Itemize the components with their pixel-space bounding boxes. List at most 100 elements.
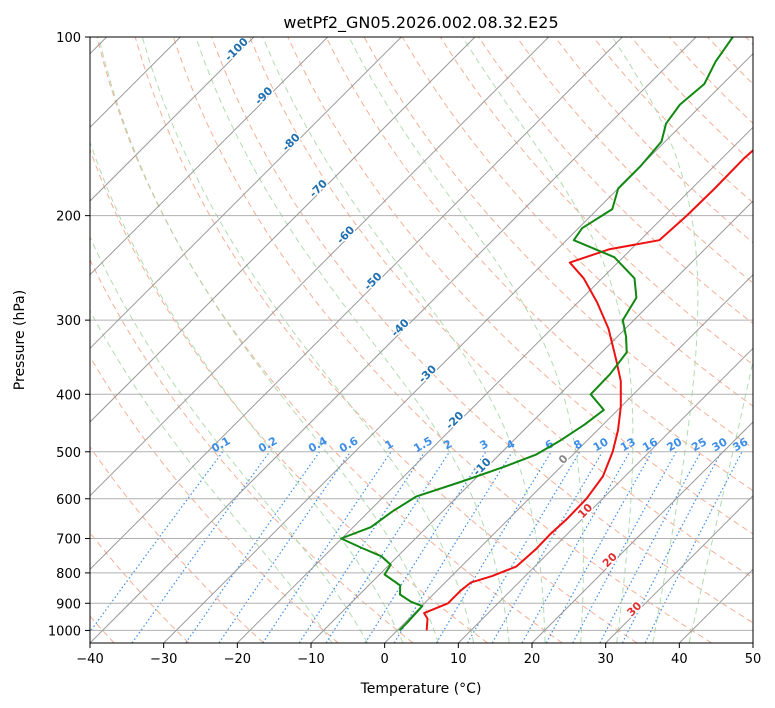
isotherm-line <box>531 421 753 643</box>
isotherm-line <box>90 37 402 350</box>
mixing-ratio-line <box>90 451 224 633</box>
x-tick-label: −20 <box>224 652 251 667</box>
dewpoint-profile-line <box>340 37 734 632</box>
mixing-ratio-line <box>435 451 552 643</box>
moist-adiabat-line <box>348 37 584 643</box>
x-tick-label: −10 <box>297 652 324 667</box>
y-tick-label: 900 <box>56 597 81 612</box>
series <box>340 37 753 632</box>
mixing-ratio-line <box>131 451 271 643</box>
mixing-ratio-line <box>262 451 392 643</box>
x-tick-label: −40 <box>76 652 103 667</box>
mixing-ratio-lines <box>90 451 743 643</box>
x-tick-label: 10 <box>450 652 467 667</box>
mixing-ratio-line <box>572 451 677 643</box>
isotherm-line <box>605 494 753 643</box>
isotherm-label: 20 <box>600 550 620 570</box>
mixing-ratio-label: 4 <box>504 437 517 452</box>
chart-title: wetPf2_GN05.2026.002.08.32.E25 <box>283 13 558 33</box>
mixing-ratio-line <box>218 451 351 643</box>
y-tick-label: 400 <box>56 388 81 403</box>
mixing-ratio-label: 3 <box>477 437 490 452</box>
moist-adiabat-line <box>262 37 546 643</box>
dry-adiabat-line <box>211 37 753 624</box>
moist-adiabat-line <box>611 37 699 643</box>
isotherm-label: -40 <box>389 316 412 339</box>
moist-adiabat-line <box>195 37 510 643</box>
dry-adiabat-line <box>90 355 339 643</box>
x-tick-label: 0 <box>381 652 389 667</box>
isotherm-line <box>90 37 697 643</box>
dry-adiabat-line <box>90 531 190 643</box>
isotherm-label: 40 <box>649 648 669 668</box>
dry-adiabats <box>90 37 753 643</box>
moist-adiabat-line <box>462 37 634 643</box>
y-tick-label: 600 <box>56 493 81 508</box>
y-axis-label: Pressure (hPa) <box>12 290 28 390</box>
y-tick-label: 700 <box>56 533 81 548</box>
isotherm-line <box>90 37 329 276</box>
isotherm-line <box>236 126 753 643</box>
moist-adiabats <box>90 37 753 643</box>
isotherms <box>90 37 753 643</box>
moist-adiabat-line <box>90 235 369 643</box>
plot-frame <box>89 36 754 644</box>
isotherm-label: -60 <box>334 223 357 246</box>
y-axis: 100 200 300 400 500 600 700 800 900 1000 <box>48 31 90 639</box>
dry-adiabat-line <box>287 37 753 535</box>
y-tick-label: 500 <box>56 446 81 461</box>
mixing-ratio-line <box>545 451 653 643</box>
isotherm-line <box>678 568 753 643</box>
isotherm-line <box>90 37 255 202</box>
x-tick-label: 50 <box>745 652 762 667</box>
dry-adiabat-line <box>172 37 712 643</box>
moist-adiabat-line <box>90 309 333 643</box>
isotherm-line <box>163 52 753 643</box>
y-tick-label: 800 <box>56 567 81 582</box>
isotherm-label: -70 <box>307 177 330 200</box>
dry-adiabat-line <box>90 148 488 643</box>
isotherm-label: 10 <box>575 501 595 521</box>
dry-adiabat-line <box>745 37 753 46</box>
pressure-gridlines <box>90 37 753 631</box>
mixing-ratio-line <box>364 451 487 643</box>
dry-adiabat-line <box>90 258 414 643</box>
moist-adiabat-line <box>141 37 475 643</box>
dry-adiabat-line <box>669 37 753 125</box>
plot-area: -100-90-80-70-60-50-40-30-20-10 010203040… <box>90 35 753 668</box>
x-axis: −40 −30 −20 −10 0 10 20 30 40 50 <box>76 643 761 667</box>
mixing-ratio-line <box>185 451 321 643</box>
dry-adiabat-line <box>592 37 753 204</box>
isotherm-label: 30 <box>624 599 644 619</box>
mixing-ratio-line <box>521 451 631 643</box>
isotherm-line <box>384 273 753 643</box>
dry-adiabat-line <box>249 37 753 579</box>
y-tick-label: 300 <box>56 314 81 329</box>
isotherm-label: -30 <box>416 362 439 385</box>
x-tick-label: 30 <box>597 652 614 667</box>
isotherm-line <box>90 37 623 571</box>
dry-adiabat-line <box>325 37 753 492</box>
mixing-ratio-line <box>644 451 743 643</box>
isotherm-label: -50 <box>361 270 384 293</box>
isotherm-line <box>457 347 753 643</box>
isotherm-label: -80 <box>280 130 303 153</box>
isotherm-line <box>90 37 550 497</box>
isotherm-label: -100 <box>222 35 251 64</box>
mixing-ratio-label: 2 <box>441 437 454 452</box>
temperature-profile-line <box>423 149 753 631</box>
moist-adiabat-line <box>688 358 753 643</box>
mixing-ratio-line <box>599 451 702 643</box>
isotherm-label: -20 <box>443 409 466 432</box>
y-tick-label: 1000 <box>48 624 81 639</box>
dry-adiabat-line <box>134 37 638 643</box>
dry-adiabat-line <box>707 37 753 85</box>
x-tick-label: −30 <box>150 652 177 667</box>
x-axis-label: Temperature (°C) <box>360 681 482 697</box>
y-tick-label: 100 <box>56 31 81 46</box>
x-tick-label: 40 <box>671 652 688 667</box>
mixing-ratio-line <box>298 451 426 643</box>
dry-adiabat-line <box>516 37 753 284</box>
mixing-ratio-line <box>325 451 451 643</box>
